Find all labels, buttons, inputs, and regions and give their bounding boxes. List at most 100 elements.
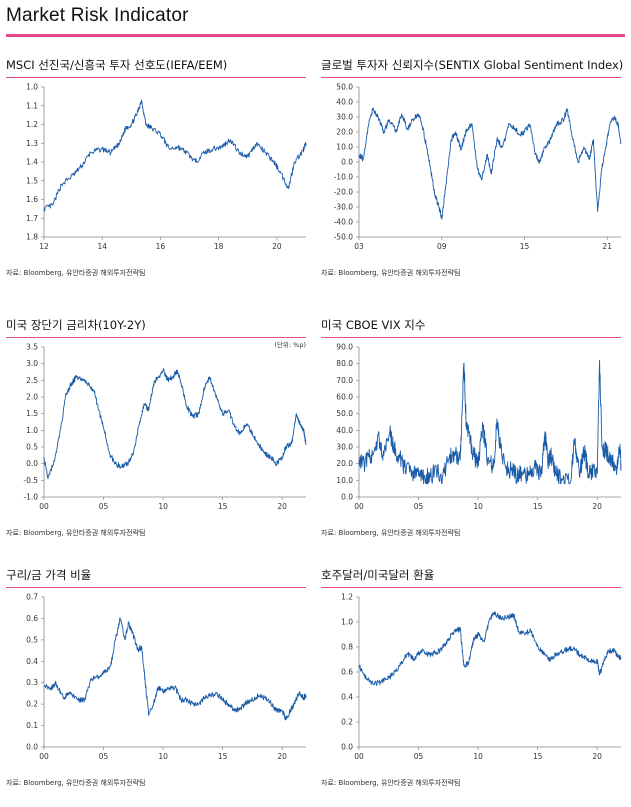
source-note-copper-gold: 자료: Bloomberg, 유안타증권 해외투자전략팀 (6, 779, 146, 787)
y-tick-label: 60.0 (336, 393, 353, 402)
y-tick-label: 90.0 (336, 343, 353, 352)
y-tick-label: 1.0 (341, 618, 353, 627)
x-tick-label: 10 (473, 752, 483, 761)
chart-panel-audusd: 호주달러/미국달러 환율 1.2 1.0 0.8 0.6 0.4 0.2 0.0 00 05 10… (321, 567, 627, 807)
y-tick-label: 0.1 (26, 721, 38, 730)
x-tick-label: 05 (414, 502, 424, 511)
y-tick-label: 0.0 (341, 158, 353, 167)
y-tick-label: 20.0 (336, 459, 353, 468)
x-tick-label: 21 (602, 242, 612, 251)
chart-panel-vix: 미국 CBOE VIX 지수 90.0 80.0 70.0 60.0 50.0 40.0 3… (321, 317, 627, 557)
y-tick-label: 1.8 (26, 233, 38, 242)
y-tick-label: 1.3 (26, 139, 38, 148)
y-tick-label: 1.4 (26, 158, 38, 167)
y-tick-label: 0.0 (341, 493, 353, 502)
y-tick-label: 10.0 (336, 476, 353, 485)
y-tick-label: 10.0 (336, 143, 353, 152)
chart-copper-gold: 0.7 0.6 0.5 0.4 0.3 0.2 0.1 0.000 05 10 15 20 (26, 593, 307, 761)
x-tick-label: 20 (277, 752, 287, 761)
y-tick-label: 0.5 (26, 443, 38, 452)
x-tick-label: 05 (99, 502, 109, 511)
chart-audusd: 1.2 1.0 0.8 0.6 0.4 0.2 0.000 05 10 15 20 (341, 593, 622, 761)
y-tick-label: 1.7 (26, 214, 38, 223)
y-tick-label: -20.0 (334, 188, 354, 197)
y-tick-label: 30.0 (336, 113, 353, 122)
source-note-sentix: 자료: Bloomberg, 유안타증권 해외투자전략팀 (321, 269, 461, 277)
y-tick-label: 0.0 (26, 743, 38, 752)
x-tick-label: 20 (272, 242, 282, 251)
x-tick-label: 10 (473, 502, 483, 511)
y-tick-label: 1.5 (26, 176, 38, 185)
x-tick-label: 18 (214, 242, 224, 251)
chart-panel-sentix: 글로벌 투자자 신뢰지수(SENTIX Global Sentiment Ind… (321, 57, 627, 297)
x-tick-label: 00 (354, 752, 364, 761)
source-note-msci: 자료: Bloomberg, 유안타증권 해외투자전략팀 (6, 269, 146, 277)
panel-rule (321, 587, 621, 588)
x-tick-label: 10 (158, 502, 168, 511)
y-tick-label: 0.2 (341, 718, 353, 727)
y-tick-label: 50.0 (336, 83, 353, 92)
y-tick-label: 0.2 (26, 700, 38, 709)
y-tick-label: -1.0 (23, 493, 38, 502)
series-line (43, 368, 307, 480)
title-rule (6, 34, 625, 37)
y-tick-label: 0.0 (341, 743, 353, 752)
y-tick-label: 20.0 (336, 128, 353, 137)
x-tick-label: 16 (156, 242, 166, 251)
x-tick-label: 00 (39, 752, 49, 761)
y-tick-label: 0.4 (26, 657, 38, 666)
y-tick-label: 0.3 (26, 678, 38, 687)
chart-vix: 90.080.070.060.050.040.030.020.010.00.00… (336, 343, 622, 511)
y-tick-label: 0.6 (26, 614, 38, 623)
x-tick-label: 15 (533, 752, 543, 761)
x-tick-label: 05 (99, 752, 109, 761)
unit-label: (단위: %p) (274, 340, 306, 349)
x-tick-label: 14 (97, 242, 107, 251)
chart-title-sentix: 글로벌 투자자 신뢰지수(SENTIX Global Sentiment Ind… (321, 58, 624, 72)
chart-title-audusd: 호주달러/미국달러 환율 (321, 568, 435, 582)
y-tick-label: 70.0 (336, 376, 353, 385)
y-tick-label: -10.0 (334, 173, 354, 182)
y-tick-label: 1.2 (341, 593, 353, 602)
panel-rule (6, 77, 306, 78)
x-tick-label: 15 (218, 752, 228, 761)
x-tick-label: 09 (437, 242, 447, 251)
x-tick-label: 15 (533, 502, 543, 511)
panel-rule (6, 337, 306, 338)
y-tick-label: -40.0 (334, 218, 354, 227)
y-tick-label: 40.0 (336, 98, 353, 107)
source-note-audusd: 자료: Bloomberg, 유안타증권 해외투자전략팀 (321, 779, 461, 787)
y-tick-label: 30.0 (336, 443, 353, 452)
y-tick-label: 1.6 (26, 195, 38, 204)
y-tick-label: 0.8 (341, 643, 353, 652)
series-line (358, 611, 622, 686)
panel-rule (6, 587, 306, 588)
x-tick-label: 15 (520, 242, 530, 251)
y-tick-label: 3.0 (26, 359, 38, 368)
chart-msci: 1.0 1.1 1.2 1.3 1.4 1.5 1.6 1.7 1.812 14 16 18 20 (26, 83, 307, 251)
y-tick-label: 80.0 (336, 359, 353, 368)
x-tick-label: 00 (39, 502, 49, 511)
y-tick-label: -50.0 (334, 233, 354, 242)
y-tick-label: 1.2 (26, 120, 38, 129)
panel-rule (321, 77, 621, 78)
chart-yield-spread: 3.5 3.0 2.5 2.0 1.5 1.0 0.5 0.0 -0.5 -1.000 05 10 15… (23, 340, 307, 511)
x-tick-label: 03 (354, 242, 364, 251)
y-tick-label: 0.6 (341, 668, 353, 677)
x-tick-label: 20 (592, 752, 602, 761)
chart-title-vix: 미국 CBOE VIX 지수 (321, 318, 426, 332)
x-tick-label: 05 (414, 752, 424, 761)
y-tick-label: 0.7 (26, 593, 38, 602)
x-tick-label: 20 (277, 502, 287, 511)
y-tick-label: 1.0 (26, 426, 38, 435)
x-tick-label: 12 (39, 242, 49, 251)
panel-rule (321, 337, 621, 338)
page-title: Market Risk Indicator (6, 5, 189, 26)
chart-sentix: 50.0 40.0 30.0 20.0 10.0 0.0 -10.0 -20.0 -30.0 -4… (334, 83, 622, 251)
y-tick-label: 3.5 (26, 343, 38, 352)
chart-panel-copper-gold: 구리/금 가격 비율 0.7 0.6 0.5 0.4 0.3 0.2 0.1 0.0 00 05 1… (6, 567, 312, 807)
y-tick-label: 0.5 (26, 635, 38, 644)
source-note-yield-spread: 자료: Bloomberg, 유안타증권 해외투자전략팀 (6, 529, 146, 537)
series-line (43, 617, 307, 721)
y-tick-label: 1.0 (26, 83, 38, 92)
